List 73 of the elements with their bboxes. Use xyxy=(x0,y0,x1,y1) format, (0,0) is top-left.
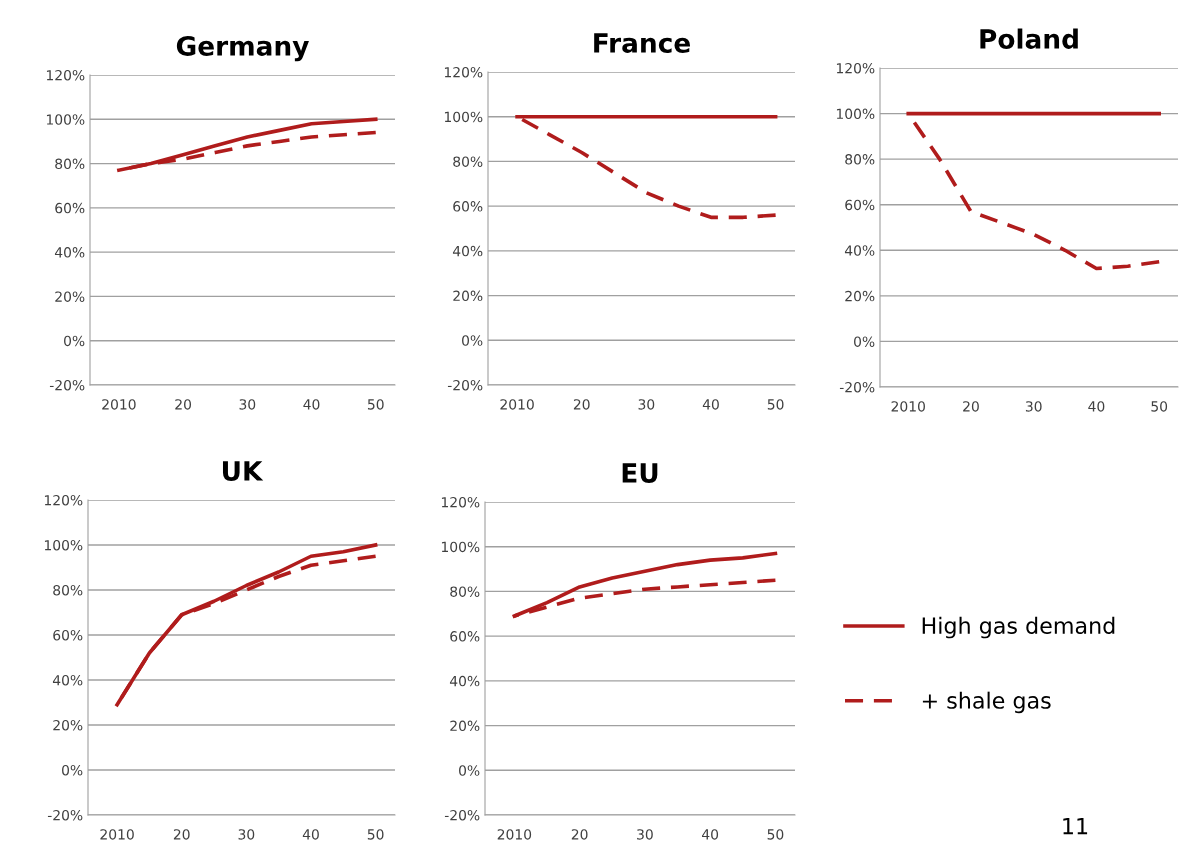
y-tick-label: 60% xyxy=(53,629,83,641)
y-tick-label: 40% xyxy=(452,245,483,257)
x-tick-label: 20 xyxy=(175,399,192,410)
y-tick-label: 120% xyxy=(46,69,85,81)
y-tick-label: 100% xyxy=(444,111,483,123)
y-tick-label: 120% xyxy=(44,494,83,506)
chart-title: France xyxy=(594,33,690,53)
y-tick-label: 120% xyxy=(441,496,480,508)
y-tick-label: 80% xyxy=(53,584,83,596)
y-tick-label: 40% xyxy=(844,245,875,256)
x-tick-label: 2010 xyxy=(500,399,534,410)
y-tick-label: 40% xyxy=(449,675,480,687)
y-tick-label: 100% xyxy=(836,108,875,120)
y-tick-label: 60% xyxy=(450,631,480,642)
x-tick-label: 50 xyxy=(767,829,784,840)
x-tick-label: 40 xyxy=(702,829,719,840)
y-tick-label: 60% xyxy=(845,199,875,211)
x-tick-label: 2010 xyxy=(497,829,532,840)
y-tick-label: 20% xyxy=(450,720,480,732)
legend-label: + shale gas xyxy=(922,691,1051,714)
y-tick-label: 40% xyxy=(54,247,85,258)
x-tick-label: 30 xyxy=(1025,401,1042,412)
chart-title: EU xyxy=(622,463,658,483)
y-tick-label: 0% xyxy=(64,335,85,347)
y-tick-label: 100% xyxy=(441,541,480,553)
y-tick-label: 20% xyxy=(53,719,83,731)
y-tick-label: 20% xyxy=(845,290,875,302)
x-tick-label: 20 xyxy=(963,401,979,412)
y-tick-label: -20% xyxy=(447,379,483,391)
x-tick-label: 40 xyxy=(303,399,320,410)
y-tick-label: 20% xyxy=(453,290,483,302)
y-tick-label: -20% xyxy=(47,809,83,821)
x-tick-label: 2010 xyxy=(102,399,136,410)
x-tick-label: 20 xyxy=(173,829,190,840)
x-tick-label: 20 xyxy=(573,399,590,410)
y-tick-label: 60% xyxy=(453,201,483,212)
x-tick-label: 30 xyxy=(238,829,255,840)
x-tick-label: 2010 xyxy=(891,401,925,412)
y-tick-label: -20% xyxy=(49,379,85,391)
y-tick-label: 120% xyxy=(836,62,875,74)
y-tick-label: 100% xyxy=(44,539,83,551)
y-tick-label: -20% xyxy=(839,381,875,393)
x-tick-label: 40 xyxy=(702,399,719,410)
x-tick-label: 30 xyxy=(637,829,653,840)
y-tick-label: 80% xyxy=(453,156,483,167)
legend-label: High gas demand xyxy=(922,616,1115,639)
y-tick-label: 0% xyxy=(459,765,480,776)
x-tick-label: 2010 xyxy=(100,829,134,840)
x-tick-label: 50 xyxy=(767,399,784,410)
y-tick-label: 0% xyxy=(62,764,83,776)
x-tick-label: 30 xyxy=(638,399,655,410)
y-tick-label: 20% xyxy=(55,291,85,302)
y-tick-label: 80% xyxy=(845,154,875,165)
chart-title: UK xyxy=(222,461,264,481)
y-tick-label: 40% xyxy=(52,674,83,686)
y-tick-label: 0% xyxy=(854,336,875,347)
chart-title: Poland xyxy=(980,28,1078,49)
x-tick-label: 40 xyxy=(302,829,319,840)
y-tick-label: 0% xyxy=(462,335,483,346)
x-tick-label: 50 xyxy=(367,829,384,840)
x-tick-label: 50 xyxy=(1151,401,1168,412)
x-tick-label: 40 xyxy=(1088,401,1105,412)
x-tick-label: 30 xyxy=(239,399,256,410)
x-tick-label: 50 xyxy=(367,399,384,410)
y-tick-label: 100% xyxy=(46,114,85,125)
y-tick-label: 120% xyxy=(444,66,483,78)
x-tick-label: 20 xyxy=(571,829,588,840)
y-tick-label: -20% xyxy=(444,809,480,821)
y-tick-label: 80% xyxy=(450,586,480,597)
text: 11 xyxy=(1063,817,1088,835)
y-tick-label: 80% xyxy=(55,158,85,170)
y-tick-label: 60% xyxy=(55,202,85,214)
chart-title: Germany xyxy=(176,35,309,62)
